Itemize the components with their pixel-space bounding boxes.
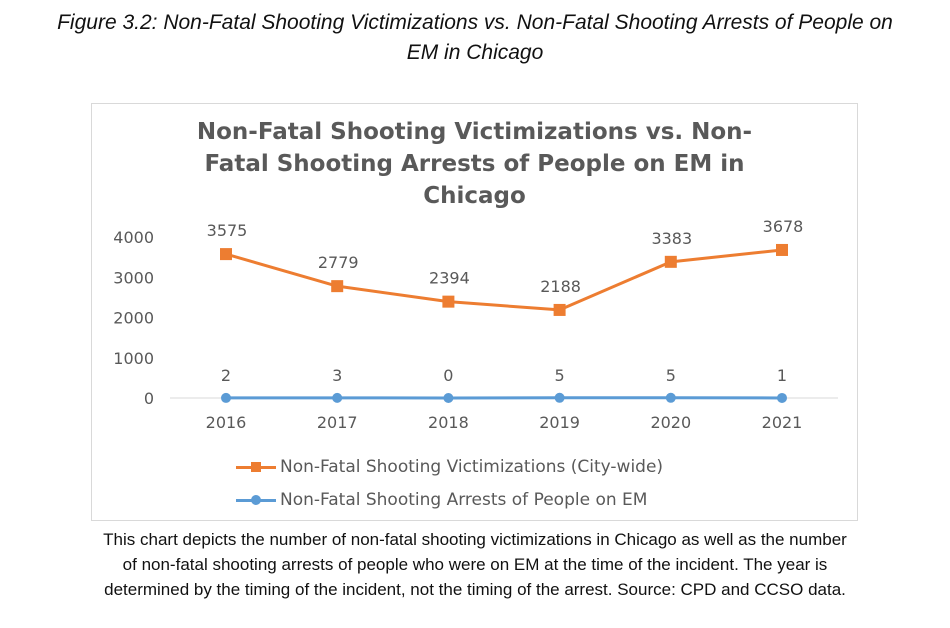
figure-caption-title: Figure 3.2: Non-Fatal Shooting Victimiza… (0, 8, 950, 68)
data-label: 3383 (651, 229, 692, 248)
data-point-circle (777, 392, 787, 403)
data-labels-layer: 3575 2779 2394 2188 3383 3678 2 3 0 5 5 1 (207, 217, 804, 385)
x-tick-label: 2017 (317, 413, 358, 432)
data-label: 2188 (540, 277, 581, 296)
y-axis-ticks: 0 1000 2000 3000 4000 (113, 228, 154, 408)
x-tick-label: 2016 (206, 413, 247, 432)
figure-note-line-3: determined by the timing of the incident… (104, 580, 846, 599)
x-tick-label: 2021 (762, 413, 803, 432)
data-point-circle (332, 392, 343, 403)
data-point-square (442, 295, 455, 308)
data-label: 3678 (763, 217, 804, 236)
series-layer (220, 243, 788, 403)
legend-swatch-circle-marker-icon (236, 494, 276, 506)
figure-caption-title-line-1: Figure 3.2: Non-Fatal Shooting Victimiza… (57, 11, 893, 34)
figure-note-line-1: This chart depicts the number of non-fat… (103, 530, 847, 549)
data-label: 0 (443, 366, 453, 385)
y-tick-label: 4000 (113, 228, 154, 247)
x-tick-label: 2020 (650, 413, 691, 432)
x-tick-label: 2018 (428, 413, 469, 432)
chart-title-line-3: Chicago (423, 183, 526, 209)
data-label: 3575 (207, 221, 248, 240)
x-tick-label: 2019 (539, 413, 580, 432)
data-point-circle (554, 392, 565, 403)
data-point-circle (443, 393, 454, 403)
figure-note: This chart depicts the number of non-fat… (0, 527, 950, 602)
legend-item-victimizations: Non-Fatal Shooting Victimizations (City-… (236, 450, 663, 483)
data-point-square (776, 243, 788, 256)
data-label: 1 (777, 366, 787, 385)
data-label: 5 (666, 366, 676, 385)
data-label: 3 (332, 366, 342, 385)
data-label: 5 (555, 366, 565, 385)
legend-label: Non-Fatal Shooting Victimizations (City-… (280, 456, 664, 477)
legend-item-em-arrests: Non-Fatal Shooting Arrests of People on … (236, 483, 663, 516)
series-em-arrests (221, 392, 787, 403)
chart-legend: Non-Fatal Shooting Victimizations (City-… (236, 450, 663, 516)
chart-title: Non-Fatal Shooting Victimizations vs. No… (91, 116, 858, 212)
data-label: 2394 (429, 269, 470, 288)
y-tick-label: 2000 (113, 309, 154, 328)
data-point-circle (221, 392, 231, 403)
series-line (225, 248, 783, 312)
data-point-square (553, 303, 566, 316)
chart-title-line-2: Fatal Shooting Arrests of People on EM i… (204, 151, 745, 177)
data-point-square (220, 248, 232, 261)
chart-area (91, 103, 858, 521)
chart-title-line-1: Non-Fatal Shooting Victimizations vs. No… (196, 119, 753, 145)
data-point-square (664, 255, 677, 268)
y-tick-label: 1000 (113, 349, 154, 368)
figure-caption-title-line-2: EM in Chicago (406, 41, 544, 64)
figure-note-line-2: of non-fatal shooting arrests of people … (122, 555, 828, 574)
data-label: 2 (221, 366, 231, 385)
data-label: 2779 (318, 253, 359, 272)
legend-swatch-square-marker-icon (236, 461, 276, 473)
x-axis-ticks: 2016 2017 2018 2019 2020 2021 (206, 413, 803, 432)
legend-label: Non-Fatal Shooting Arrests of People on … (280, 489, 648, 510)
y-tick-label: 0 (144, 389, 154, 408)
data-point-circle (665, 392, 676, 403)
series-victimizations (220, 243, 788, 316)
data-point-square (331, 280, 344, 293)
y-tick-label: 3000 (113, 268, 154, 287)
